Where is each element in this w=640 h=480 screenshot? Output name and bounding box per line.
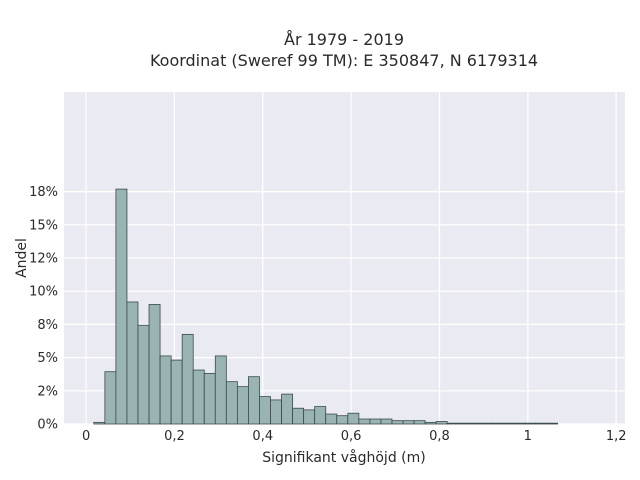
histogram-bar — [281, 393, 293, 425]
histogram-bar — [325, 413, 338, 425]
histogram-bar — [435, 421, 448, 425]
histogram-bar — [137, 324, 150, 425]
chart-title-line2: Koordinat (Sweref 99 TM): E 350847, N 61… — [150, 51, 538, 70]
histogram-bar — [468, 422, 481, 425]
y-tick-label: 0% — [37, 418, 58, 433]
y-tick-label: 10% — [29, 285, 58, 300]
histogram-bar — [126, 301, 139, 425]
y-tick-label: 15% — [29, 218, 58, 233]
bars — [93, 188, 559, 425]
y-axis-label: Andel — [14, 238, 30, 278]
y-tick-label: 12% — [29, 252, 58, 267]
histogram-bar — [513, 422, 525, 425]
histogram-bar — [148, 304, 161, 425]
histogram-bar — [336, 415, 349, 425]
histogram-bar — [490, 422, 503, 425]
histogram-bar — [402, 420, 415, 425]
histogram-bar — [479, 422, 492, 425]
y-tick-label: 2% — [37, 384, 58, 399]
histogram-bar — [314, 406, 327, 425]
histogram-bar — [104, 371, 117, 425]
x-tick-label: 0,6 — [341, 429, 362, 444]
histogram-bar — [380, 418, 393, 425]
histogram-bar — [203, 372, 216, 425]
histogram-bar — [391, 420, 404, 425]
histogram-bar — [524, 422, 536, 425]
x-tick-label: 1 — [524, 429, 532, 444]
histogram-bar — [93, 421, 106, 425]
histogram-bar — [259, 396, 271, 425]
x-axis-ticks: 0 0,2 0,4 0,6 0,8 1 1,2 — [82, 429, 627, 444]
x-axis-label: Signifikant våghöjd (m) — [262, 449, 425, 466]
x-tick-label: 0,2 — [164, 429, 185, 444]
histogram-bar — [358, 418, 371, 425]
y-tick-label: 8% — [37, 318, 58, 333]
histogram-bar — [248, 376, 260, 425]
histogram-bar — [502, 422, 514, 425]
histogram-bar — [214, 355, 227, 425]
histogram-bar — [535, 422, 547, 425]
histogram-bar — [347, 412, 360, 425]
y-axis-ticks: 0% 2% 5% 8% 10% 12% 15% 18% — [29, 185, 58, 432]
histogram-bar — [303, 409, 316, 425]
histogram-bar — [546, 422, 559, 425]
histogram-bar — [115, 188, 128, 425]
chart-title-line1: År 1979 - 2019 — [284, 30, 404, 49]
histogram-bar — [225, 381, 238, 425]
histogram-bar — [292, 407, 305, 425]
y-tick-label: 18% — [29, 185, 58, 200]
histogram-bar — [457, 422, 470, 425]
histogram-bar — [424, 421, 437, 425]
histogram-bar — [192, 369, 205, 425]
histogram-bar — [181, 333, 194, 425]
histogram-bar — [159, 355, 172, 425]
histogram-bar — [236, 386, 249, 425]
histogram-bar — [170, 359, 183, 425]
histogram-bar — [413, 420, 426, 425]
x-tick-label: 0,8 — [429, 429, 450, 444]
histogram-bar — [369, 418, 382, 425]
x-tick-label: 0 — [82, 429, 90, 444]
histogram-bar — [446, 422, 459, 425]
histogram-bar — [270, 399, 282, 425]
x-tick-label: 1,2 — [606, 429, 627, 444]
y-tick-label: 5% — [37, 351, 58, 366]
x-tick-label: 0,4 — [252, 429, 273, 444]
